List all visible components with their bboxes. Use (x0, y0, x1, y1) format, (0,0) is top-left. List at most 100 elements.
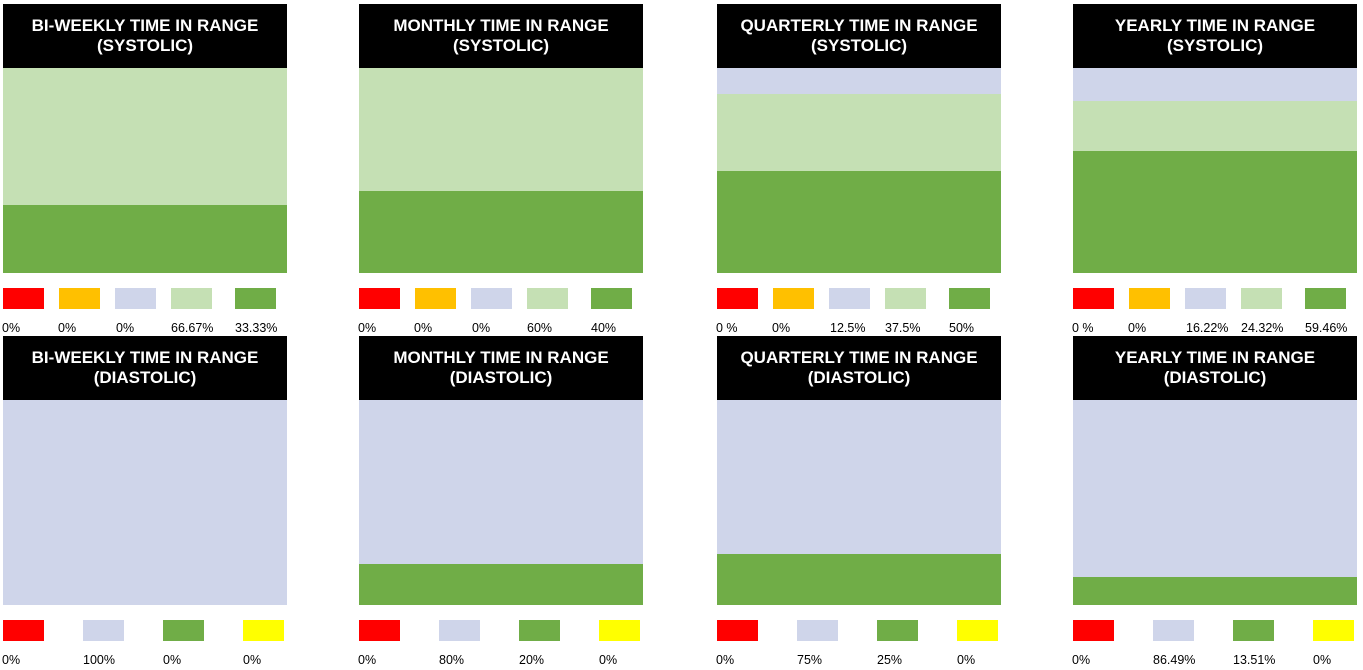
bar-segment-lightgreen (1073, 101, 1357, 151)
legend-value-label: 40% (591, 321, 616, 335)
legend-value-label: 59.46% (1305, 321, 1347, 335)
legend-value-label: 25% (877, 653, 902, 667)
legend-swatch-lavender (797, 620, 838, 641)
legend-value-label: 0% (243, 653, 261, 667)
chart-title: BI-WEEKLY TIME IN RANGE (SYSTOLIC) (3, 4, 287, 68)
legend-swatch-lightgreen (527, 288, 568, 309)
legend-swatch-yellow (1313, 620, 1354, 641)
bar-segment-lightgreen (359, 68, 643, 191)
legend-value-label: 75% (797, 653, 822, 667)
legend-swatch-red (359, 288, 400, 309)
legend-value-label: 86.49% (1153, 653, 1195, 667)
legend-swatch-green (1233, 620, 1274, 641)
bar-segment-green (717, 171, 1001, 274)
legend-swatch-green (591, 288, 632, 309)
legend-swatch-green (877, 620, 918, 641)
legend: 0% 100% 0% 0% (3, 620, 303, 666)
legend-value-label: 0% (1072, 653, 1090, 667)
bar-segment-green (359, 191, 643, 273)
legend-swatch-lavender (439, 620, 480, 641)
chart-title: QUARTERLY TIME IN RANGE (SYSTOLIC) (717, 4, 1001, 68)
stacked-bar (1073, 68, 1357, 273)
legend-value-label: 66.67% (171, 321, 213, 335)
legend-value-label: 33.33% (235, 321, 277, 335)
stacked-bar (3, 400, 287, 605)
legend-swatch-red (1073, 288, 1114, 309)
chart-title: BI-WEEKLY TIME IN RANGE (DIASTOLIC) (3, 336, 287, 400)
legend-swatch-red (717, 288, 758, 309)
legend-value-label: 0 % (716, 321, 738, 335)
legend: 0% 75% 25% 0% (717, 620, 1017, 666)
stacked-bar (359, 400, 643, 605)
legend-swatch-lightgreen (171, 288, 212, 309)
legend-swatch-orange (59, 288, 100, 309)
stacked-bar (359, 68, 643, 273)
legend-swatch-lavender (83, 620, 124, 641)
bar-segment-green (1073, 577, 1357, 605)
legend-value-label: 20% (519, 653, 544, 667)
legend-swatch-yellow (243, 620, 284, 641)
legend-swatch-lightgreen (1241, 288, 1282, 309)
legend-value-label: 0% (163, 653, 181, 667)
chart-title: YEARLY TIME IN RANGE (DIASTOLIC) (1073, 336, 1357, 400)
chart-title: QUARTERLY TIME IN RANGE (DIASTOLIC) (717, 336, 1001, 400)
chart-title: MONTHLY TIME IN RANGE (SYSTOLIC) (359, 4, 643, 68)
legend: 0% 0% 0% 60% 40% (359, 288, 659, 334)
legend-swatch-yellow (599, 620, 640, 641)
legend-value-label: 0% (58, 321, 76, 335)
bar-segment-green (359, 564, 643, 605)
bar-segment-lavender (717, 400, 1001, 554)
legend-value-label: 24.32% (1241, 321, 1283, 335)
legend-value-label: 0% (599, 653, 617, 667)
legend-value-label: 0% (472, 321, 490, 335)
legend-value-label: 13.51% (1233, 653, 1275, 667)
chart-title: MONTHLY TIME IN RANGE (DIASTOLIC) (359, 336, 643, 400)
legend-value-label: 12.5% (830, 321, 865, 335)
legend: 0 % 0% 16.22% 24.32% 59.46% (1073, 288, 1363, 334)
legend-value-label: 100% (83, 653, 115, 667)
chart-title: YEARLY TIME IN RANGE (SYSTOLIC) (1073, 4, 1357, 68)
legend-swatch-red (717, 620, 758, 641)
legend-value-label: 0% (358, 321, 376, 335)
bar-segment-lavender (1073, 68, 1357, 101)
legend-value-label: 0% (2, 653, 20, 667)
legend-swatch-orange (415, 288, 456, 309)
legend-value-label: 50% (949, 321, 974, 335)
bar-segment-green (3, 205, 287, 273)
legend-value-label: 0% (358, 653, 376, 667)
stacked-bar (1073, 400, 1357, 605)
legend-value-label: 37.5% (885, 321, 920, 335)
legend-swatch-lavender (471, 288, 512, 309)
legend-swatch-red (3, 620, 44, 641)
legend: 0 % 0% 12.5% 37.5% 50% (717, 288, 1017, 334)
legend-value-label: 0% (1128, 321, 1146, 335)
bar-segment-lavender (717, 68, 1001, 94)
bar-segment-lightgreen (3, 68, 287, 205)
legend-swatch-green (163, 620, 204, 641)
legend-swatch-green (1305, 288, 1346, 309)
legend-value-label: 80% (439, 653, 464, 667)
bar-segment-lavender (359, 400, 643, 564)
bar-segment-green (1073, 151, 1357, 273)
legend: 0% 86.49% 13.51% 0% (1073, 620, 1363, 666)
legend-value-label: 60% (527, 321, 552, 335)
legend-value-label: 0% (716, 653, 734, 667)
bar-segment-lavender (3, 400, 287, 605)
legend-swatch-green (519, 620, 560, 641)
legend-value-label: 0% (772, 321, 790, 335)
legend-swatch-lavender (1185, 288, 1226, 309)
legend-swatch-orange (773, 288, 814, 309)
legend-value-label: 0 % (1072, 321, 1094, 335)
stacked-bar (717, 68, 1001, 273)
legend-value-label: 0% (116, 321, 134, 335)
legend: 0% 80% 20% 0% (359, 620, 659, 666)
legend-swatch-green (949, 288, 990, 309)
bar-segment-lightgreen (717, 94, 1001, 171)
bar-segment-lavender (1073, 400, 1357, 577)
legend-value-label: 0% (414, 321, 432, 335)
legend-value-label: 0% (1313, 653, 1331, 667)
legend: 0% 0% 0% 66.67% 33.33% (3, 288, 303, 334)
stacked-bar (3, 68, 287, 273)
legend-swatch-yellow (957, 620, 998, 641)
legend-swatch-red (1073, 620, 1114, 641)
